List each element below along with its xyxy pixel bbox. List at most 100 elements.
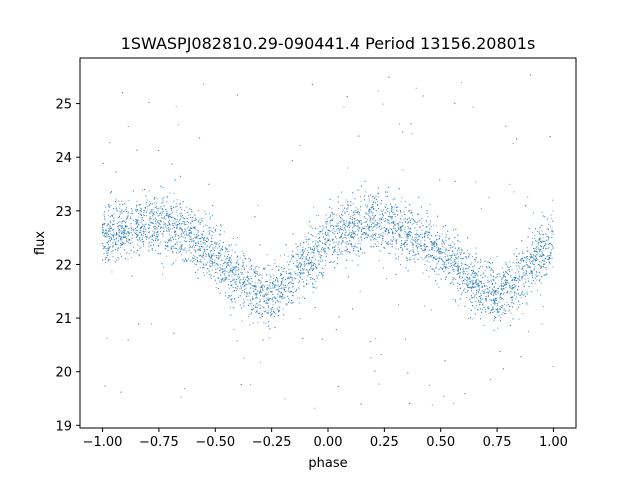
- data-point: [133, 229, 135, 231]
- data-point: [211, 264, 213, 266]
- data-point: [182, 232, 184, 234]
- data-point: [385, 209, 387, 211]
- data-point: [244, 288, 246, 290]
- data-point: [108, 224, 110, 226]
- data-point: [443, 243, 445, 245]
- data-point: [482, 304, 484, 306]
- data-point: [400, 247, 402, 249]
- data-point: [300, 269, 302, 271]
- data-point: [117, 221, 119, 223]
- data-point: [143, 219, 145, 221]
- data-point: [403, 218, 405, 220]
- data-point: [109, 228, 111, 230]
- data-point: [310, 248, 312, 250]
- data-point: [405, 221, 407, 223]
- data-point: [516, 269, 518, 271]
- data-point: [128, 242, 129, 244]
- data-point: [140, 221, 142, 223]
- data-point: [398, 256, 400, 258]
- data-point: [431, 309, 433, 311]
- data-point: [131, 241, 133, 243]
- data-point: [152, 209, 154, 211]
- data-point: [290, 282, 292, 283]
- data-point: [337, 225, 339, 227]
- data-point: [351, 233, 353, 235]
- data-point: [243, 286, 245, 288]
- data-point: [255, 268, 257, 270]
- data-point: [526, 291, 528, 293]
- data-point: [145, 223, 147, 225]
- data-point: [454, 265, 456, 267]
- data-point: [522, 250, 524, 252]
- data-point: [308, 262, 310, 264]
- data-point: [249, 300, 251, 302]
- data-point: [523, 274, 525, 276]
- data-point: [254, 288, 256, 290]
- data-point: [104, 245, 106, 247]
- data-point: [497, 292, 499, 294]
- data-point: [120, 226, 122, 228]
- data-point: [159, 243, 161, 245]
- data-point: [505, 278, 507, 280]
- data-point: [302, 252, 304, 254]
- data-point: [106, 254, 108, 256]
- data-point: [283, 277, 285, 279]
- data-point: [355, 254, 357, 256]
- data-point: [368, 209, 370, 211]
- data-point: [490, 262, 492, 264]
- data-point: [102, 245, 104, 247]
- data-point: [206, 240, 208, 242]
- data-point: [506, 292, 508, 294]
- data-point: [125, 258, 127, 260]
- data-point: [268, 300, 270, 302]
- data-point: [522, 313, 524, 315]
- data-point: [130, 207, 132, 209]
- data-point: [509, 324, 511, 326]
- data-point: [259, 304, 261, 306]
- data-point: [429, 232, 431, 234]
- data-point: [272, 285, 274, 287]
- data-point: [308, 263, 310, 265]
- data-point: [370, 357, 372, 359]
- data-point: [229, 306, 231, 308]
- data-point: [159, 231, 161, 233]
- data-point: [244, 292, 246, 294]
- data-point: [161, 233, 163, 235]
- data-point: [352, 214, 354, 216]
- data-point: [430, 265, 431, 267]
- data-point: [153, 226, 155, 228]
- data-point: [153, 239, 155, 241]
- data-point: [400, 246, 402, 248]
- data-point: [346, 237, 348, 239]
- data-point: [128, 233, 130, 235]
- data-point: [102, 235, 104, 237]
- data-point: [416, 246, 418, 248]
- data-point: [356, 219, 358, 221]
- data-point: [280, 274, 282, 276]
- data-point: [453, 268, 455, 270]
- data-point: [436, 244, 438, 246]
- data-point: [252, 296, 254, 298]
- data-point: [225, 266, 227, 268]
- data-point: [417, 243, 419, 245]
- data-point: [339, 215, 341, 217]
- data-point: [102, 225, 104, 227]
- data-point: [407, 221, 409, 223]
- data-point: [322, 242, 324, 244]
- data-point: [199, 266, 201, 268]
- data-point: [447, 259, 449, 261]
- data-point: [485, 296, 487, 298]
- data-point: [284, 268, 286, 270]
- data-point: [421, 217, 423, 219]
- data-point: [348, 251, 350, 253]
- data-point: [126, 239, 128, 241]
- data-point: [292, 283, 294, 285]
- data-point: [509, 287, 511, 289]
- data-point: [356, 246, 358, 248]
- data-point: [184, 239, 186, 241]
- data-point: [433, 224, 435, 226]
- data-point: [368, 198, 370, 200]
- data-point: [381, 219, 383, 221]
- data-point: [138, 216, 140, 218]
- data-point: [314, 247, 316, 249]
